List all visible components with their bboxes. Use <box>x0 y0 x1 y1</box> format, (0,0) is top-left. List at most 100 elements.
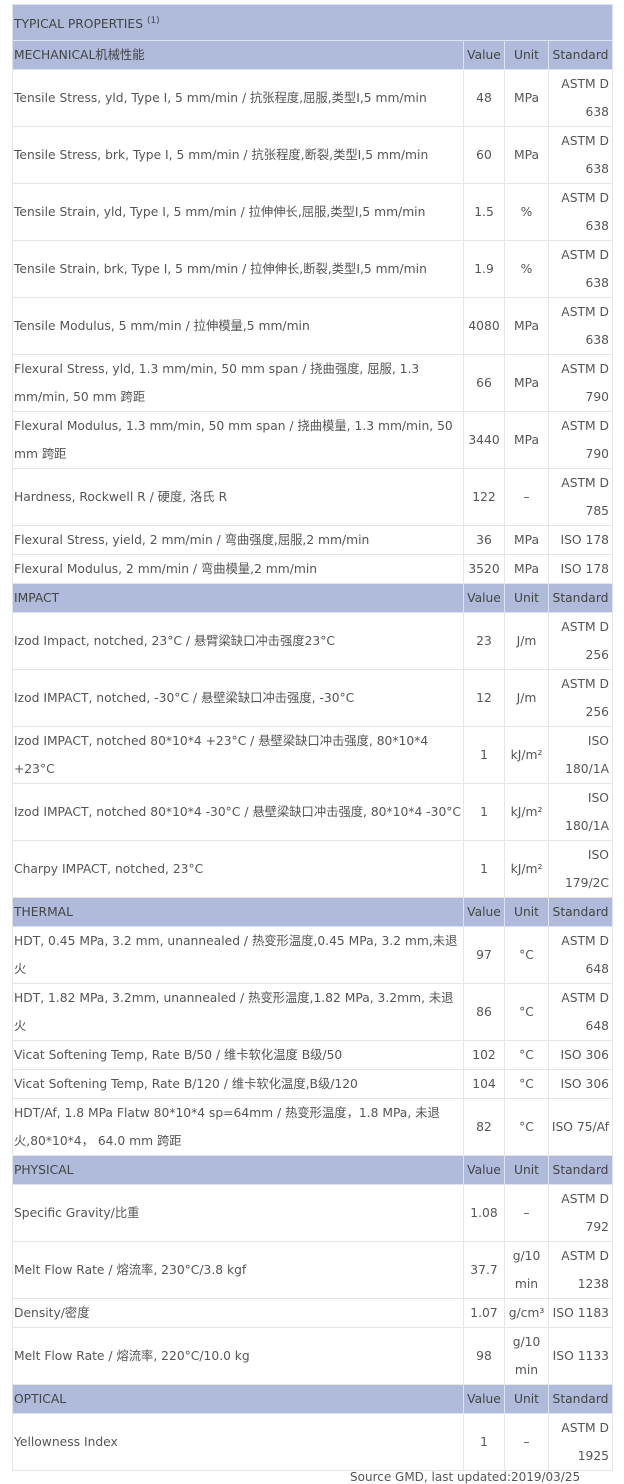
property-name: Izod Impact, notched, 23°C / 悬臂梁缺口冲击强度23… <box>12 612 464 671</box>
property-standard: ASTM D 638 <box>548 183 613 242</box>
property-value: 98 <box>463 1327 505 1386</box>
property-value: 36 <box>463 525 505 556</box>
section-header-row: THERMAL Value Unit Standard <box>12 897 613 928</box>
section-title: IMPACT <box>12 583 464 614</box>
property-unit: J/m <box>504 612 549 671</box>
property-standard: ISO 178 <box>548 554 613 585</box>
section-title: MECHANICAL机械性能 <box>12 40 464 71</box>
property-value: 1 <box>463 726 505 785</box>
column-header-unit: Unit <box>504 40 549 71</box>
property-value: 82 <box>463 1098 505 1157</box>
property-value: 1.5 <box>463 183 505 242</box>
property-unit: kJ/m² <box>504 726 549 785</box>
property-name: HDT, 0.45 MPa, 3.2 mm, unannealed / 热变形温… <box>12 926 464 985</box>
property-name: Melt Flow Rate / 熔流率, 230°C/3.8 kgf <box>12 1241 464 1300</box>
property-standard: ASTM D 638 <box>548 297 613 356</box>
property-unit: J/m <box>504 669 549 728</box>
table-row: Melt Flow Rate / 熔流率, 220°C/10.0 kg 98 g/1… <box>12 1327 613 1386</box>
table-row: Tensile Strain, brk, Type I, 5 mm/min / … <box>12 240 613 299</box>
property-value: 48 <box>463 69 505 128</box>
table-row: Tensile Stress, yld, Type I, 5 mm/min / … <box>12 69 613 128</box>
table-row: Flexural Modulus, 1.3 mm/min, 50 mm span… <box>12 411 613 470</box>
property-unit: °C <box>504 926 549 985</box>
section-header-row: PHYSICAL Value Unit Standard <box>12 1155 613 1186</box>
property-name: Izod IMPACT, notched 80*10*4 -30°C / 悬壁梁… <box>12 783 464 842</box>
property-standard: ISO 306 <box>548 1069 613 1100</box>
property-unit: MPa <box>504 554 549 585</box>
property-name: Melt Flow Rate / 熔流率, 220°C/10.0 kg <box>12 1327 464 1386</box>
property-unit: °C <box>504 1040 549 1071</box>
property-unit: °C <box>504 983 549 1042</box>
property-name: Charpy IMPACT, notched, 23°C <box>12 840 464 899</box>
property-value: 1.08 <box>463 1184 505 1243</box>
title-footnote: (1) <box>146 16 160 26</box>
table-row: Vicat Softening Temp, Rate B/120 / 维卡软化温… <box>12 1069 613 1100</box>
table-row: Izod IMPACT, notched 80*10*4 -30°C / 悬壁梁… <box>12 783 613 842</box>
property-value: 23 <box>463 612 505 671</box>
section-title: THERMAL <box>12 897 464 928</box>
section-title: PHYSICAL <box>12 1155 464 1186</box>
table-row: Vicat Softening Temp, Rate B/50 / 维卡软化温度… <box>12 1040 613 1071</box>
property-unit: g/10 min <box>504 1241 549 1300</box>
property-name: Flexural Modulus, 2 mm/min / 弯曲模量,2 mm/m… <box>12 554 464 585</box>
property-value: 1 <box>463 840 505 899</box>
property-standard: ASTM D 1925 <box>548 1413 613 1472</box>
property-name: Density/密度 <box>12 1298 464 1329</box>
table-row: Yellowness Index 1– ASTM D 1925 <box>12 1413 613 1472</box>
table-row: Tensile Modulus, 5 mm/min / 拉伸模量,5 mm/mi… <box>12 297 613 356</box>
property-name: Yellowness Index <box>12 1413 464 1472</box>
property-value: 37.7 <box>463 1241 505 1300</box>
property-value: 3520 <box>463 554 505 585</box>
property-name: Flexural Modulus, 1.3 mm/min, 50 mm span… <box>12 411 464 470</box>
column-header-value: Value <box>463 583 505 614</box>
table-row: Flexural Stress, yield, 2 mm/min / 弯曲强度,… <box>12 525 613 556</box>
column-header-standard: Standard <box>548 1384 613 1415</box>
source-footer: Source GMD, last updated:2019/03/25 <box>350 1470 581 1484</box>
property-name: Tensile Strain, yld, Type I, 5 mm/min / … <box>12 183 464 242</box>
property-standard: ISO 180/1A <box>548 726 613 785</box>
table-title: TYPICAL PROPERTIES (1) <box>12 3 613 42</box>
table-row: Flexural Stress, yld, 1.3 mm/min, 50 mm … <box>12 354 613 413</box>
property-value: 1 <box>463 1413 505 1472</box>
property-name: Tensile Stress, brk, Type I, 5 mm/min / … <box>12 126 464 185</box>
section-header-row: MECHANICAL机械性能 Value Unit Standard <box>12 40 613 71</box>
property-name: Tensile Stress, yld, Type I, 5 mm/min / … <box>12 69 464 128</box>
table-row: Charpy IMPACT, notched, 23°C 1 kJ/m² ISO 17… <box>12 840 613 899</box>
column-header-standard: Standard <box>548 583 613 614</box>
property-unit: g/cm³ <box>504 1298 549 1329</box>
property-value: 66 <box>463 354 505 413</box>
property-standard: ISO 179/2C <box>548 840 613 899</box>
property-standard: ASTM D 638 <box>548 240 613 299</box>
property-unit: – <box>504 1184 549 1243</box>
property-standard: ASTM D 648 <box>548 926 613 985</box>
table-row: HDT, 1.82 MPa, 3.2mm, unannealed / 热变形温度… <box>12 983 613 1042</box>
property-standard: ISO 306 <box>548 1040 613 1071</box>
column-header-unit: Unit <box>504 1155 549 1186</box>
property-value: 3440 <box>463 411 505 470</box>
table-row: Flexural Modulus, 2 mm/min / 弯曲模量,2 mm/m… <box>12 554 613 585</box>
property-name: Flexural Stress, yld, 1.3 mm/min, 50 mm … <box>12 354 464 413</box>
property-value: 122 <box>463 468 505 527</box>
property-name: Vicat Softening Temp, Rate B/50 / 维卡软化温度… <box>12 1040 464 1071</box>
table-row: Tensile Strain, yld, Type I, 5 mm/min / … <box>12 183 613 242</box>
section-title: OPTICAL <box>12 1384 464 1415</box>
column-header-standard: Standard <box>548 1155 613 1186</box>
property-standard: ASTM D 648 <box>548 983 613 1042</box>
property-standard: ASTM D 256 <box>548 612 613 671</box>
property-standard: ISO 75/Af <box>548 1098 613 1157</box>
property-standard: ASTM D 638 <box>548 69 613 128</box>
table-row: Izod IMPACT, notched 80*10*4 +23°C / 悬壁梁… <box>12 726 613 785</box>
property-standard: ASTM D 1238 <box>548 1241 613 1300</box>
property-unit: MPa <box>504 126 549 185</box>
property-value: 12 <box>463 669 505 728</box>
property-name: Hardness, Rockwell R / 硬度, 洛氏 R <box>12 468 464 527</box>
property-standard: ASTM D 785 <box>548 468 613 527</box>
property-unit: MPa <box>504 297 549 356</box>
table-title-row: TYPICAL PROPERTIES (1) <box>12 3 613 42</box>
table-row: Izod IMPACT, notched, -30°C / 悬壁梁缺口冲击强度,… <box>12 669 613 728</box>
property-unit: – <box>504 468 549 527</box>
table-row: Melt Flow Rate / 熔流率, 230°C/3.8 kgf 37.7 g… <box>12 1241 613 1300</box>
property-value: 1.9 <box>463 240 505 299</box>
table-row: HDT, 0.45 MPa, 3.2 mm, unannealed / 热变形温… <box>12 926 613 985</box>
table-row: HDT/Af, 1.8 MPa Flatw 80*10*4 sp=64mm / … <box>12 1098 613 1157</box>
